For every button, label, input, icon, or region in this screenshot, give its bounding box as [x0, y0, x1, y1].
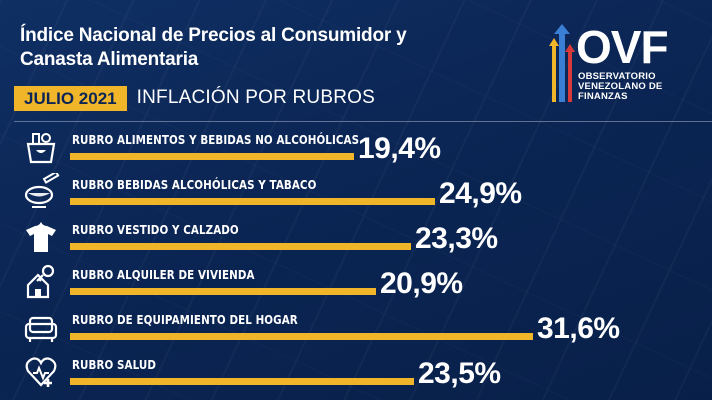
bar	[70, 198, 435, 205]
data-label: 31,6%	[537, 312, 620, 345]
logo-line-1: OBSERVATORIO	[578, 71, 656, 82]
bar	[70, 288, 376, 295]
category-label: RUBRO DE EQUIPAMIENTO DEL HOGAR	[72, 313, 298, 327]
grocery-basket-icon	[26, 133, 56, 164]
shirt-icon	[26, 222, 56, 252]
chart-row: RUBRO ALIMENTOS Y BEBIDAS NO ALCOHÓLICAS…	[0, 124, 712, 170]
category-label: RUBRO ALQUILER DE VIVIENDA	[72, 268, 255, 282]
title-line-2: Canasta Alimentaria	[20, 49, 199, 70]
chart-subtitle: INFLACIÓN POR RUBROS	[136, 87, 375, 108]
drink-cigarette-icon	[24, 173, 60, 208]
bar	[70, 243, 411, 250]
bar	[70, 333, 533, 340]
bar	[70, 378, 414, 385]
category-label: RUBRO BEBIDAS ALCOHÓLICAS Y TABACO	[72, 178, 317, 192]
title-line-1: Índice Nacional de Precios al Consumidor…	[20, 25, 407, 46]
bar	[70, 153, 354, 160]
chart-row: RUBRO DE EQUIPAMIENTO DEL HOGAR 31,6%	[0, 304, 712, 350]
heart-health-icon	[25, 357, 57, 387]
category-label: RUBRO VESTIDO Y CALZADO	[72, 223, 239, 237]
chart-row: RUBRO ALQUILER DE VIVIENDA 20,9%	[0, 259, 712, 305]
sofa-icon	[24, 316, 58, 342]
category-label: RUBRO ALIMENTOS Y BEBIDAS NO ALCOHÓLICAS	[72, 133, 360, 147]
header-divider	[14, 121, 712, 122]
data-label: 19,4%	[358, 132, 441, 165]
data-label: 20,9%	[380, 267, 463, 300]
chart-row: RUBRO SALUD 23,5%	[0, 349, 712, 395]
ovf-logo: OVF OBSERVATORIO VENEZOLANO DE FINANZAS	[548, 21, 698, 124]
logo-line-2: VENEZOLANO DE	[578, 81, 663, 92]
data-label: 24,9%	[439, 177, 522, 210]
logo-line-3: FINANZAS	[578, 91, 628, 102]
chart-row: RUBRO VESTIDO Y CALZADO 23,3%	[0, 214, 712, 260]
subtitle-row: JULIO 2021 INFLACIÓN POR RUBROS	[14, 85, 375, 111]
month-badge: JULIO 2021	[14, 85, 127, 111]
data-label: 23,3%	[415, 222, 498, 255]
logo-name: OBSERVATORIO VENEZOLANO DE FINANZAS	[578, 72, 696, 102]
category-label: RUBRO SALUD	[72, 358, 157, 372]
page-title: Índice Nacional de Precios al Consumidor…	[20, 24, 460, 72]
chart-row: RUBRO BEBIDAS ALCOHÓLICAS Y TABACO 24,9%	[0, 169, 712, 215]
house-key-icon	[26, 264, 55, 299]
data-label: 23,5%	[418, 357, 501, 390]
arrows-logo-icon	[549, 24, 575, 102]
logo-acronym: OVF	[576, 21, 669, 73]
